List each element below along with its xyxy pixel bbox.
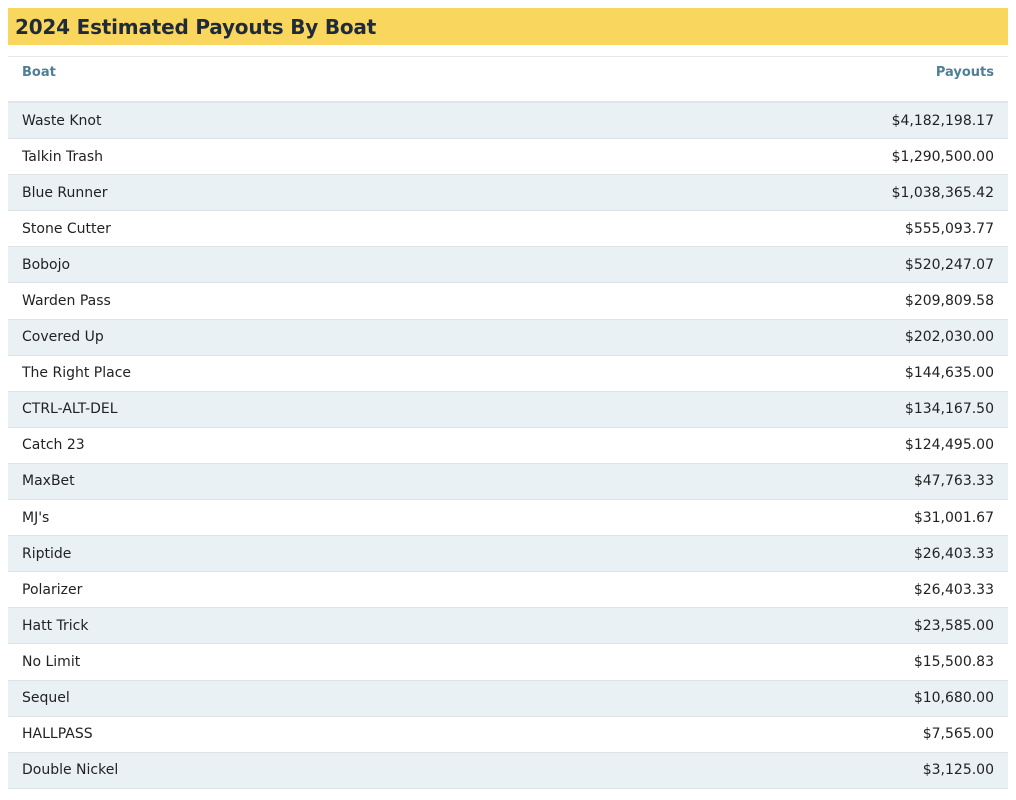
payout-cell: $15,500.83	[913, 653, 994, 670]
payout-cell: $3,125.00	[922, 762, 994, 779]
boat-name-cell: Double Nickel	[22, 762, 119, 779]
table-row: Riptide $26,403.33	[8, 536, 1008, 573]
table-row: Warden Pass $209,809.58	[8, 283, 1008, 320]
payout-cell: $520,247.07	[904, 256, 994, 273]
boat-name-cell: MaxBet	[22, 473, 75, 490]
payout-cell: $10,680.00	[913, 690, 994, 707]
boat-name-cell: Talkin Trash	[22, 148, 104, 165]
payout-cell: $7,565.00	[922, 726, 994, 743]
page-title: 2024 Estimated Payouts By Boat	[15, 14, 377, 39]
table-row: Sequel $10,680.00	[8, 680, 1008, 717]
column-header-boat[interactable]: Boat	[22, 64, 56, 80]
table-row: Double Nickel $3,125.00	[8, 752, 1008, 789]
payout-cell: $4,182,198.17	[891, 112, 994, 129]
table-row: Waste Knot $4,182,198.17	[8, 103, 1008, 140]
boat-name-cell: Blue Runner	[22, 184, 108, 201]
boat-name-cell: Polarizer	[22, 581, 83, 598]
boat-name-cell: No Limit	[22, 653, 81, 670]
table-row: MJ's $31,001.67	[8, 500, 1008, 537]
boat-name-cell: CTRL-ALT-DEL	[22, 401, 118, 418]
table-row: Hatt Trick $23,585.00	[8, 608, 1008, 645]
boat-name-cell: Sequel	[22, 690, 70, 707]
table-row: Catch 23 $124,495.00	[8, 427, 1008, 464]
payout-cell: $209,809.58	[904, 293, 994, 310]
boat-name-cell: Stone Cutter	[22, 220, 111, 237]
table-row: Bobojo $520,247.07	[8, 247, 1008, 284]
table-row: Talkin Trash $1,290,500.00	[8, 139, 1008, 176]
payout-cell: $1,290,500.00	[891, 148, 994, 165]
boat-name-cell: The Right Place	[22, 365, 132, 382]
boat-name-cell: HALLPASS	[22, 726, 93, 743]
payout-cell: $555,093.77	[904, 220, 994, 237]
payout-cell: $23,585.00	[913, 617, 994, 634]
payout-cell: $26,403.33	[913, 581, 994, 598]
payout-cell: $124,495.00	[904, 437, 994, 454]
payout-cell: $144,635.00	[904, 365, 994, 382]
payouts-table: Boat Payouts Waste Knot $4,182,198.17 Talk…	[8, 56, 1008, 789]
boat-name-cell: Bobojo	[22, 256, 71, 273]
boat-name-cell: Waste Knot	[22, 112, 102, 129]
table-row: MaxBet $47,763.33	[8, 463, 1008, 501]
table-row: No Limit $15,500.83	[8, 644, 1008, 681]
payout-cell: $1,038,365.42	[891, 184, 994, 201]
boat-name-cell: Covered Up	[22, 329, 104, 346]
payout-cell: $31,001.67	[913, 509, 994, 526]
title-bar: 2024 Estimated Payouts By Boat	[8, 8, 1008, 45]
table-row: Stone Cutter $555,093.77	[8, 211, 1008, 248]
boat-name-cell: Hatt Trick	[22, 617, 89, 634]
table-row: The Right Place $144,635.00	[8, 355, 1008, 392]
payouts-section: 2024 Estimated Payouts By Boat Boat Payo…	[8, 8, 1008, 789]
boat-name-cell: Riptide	[22, 545, 72, 562]
boat-name-cell: MJ's	[22, 509, 50, 526]
payout-cell: $134,167.50	[904, 401, 994, 418]
payout-cell: $202,030.00	[904, 329, 994, 346]
table-body: Waste Knot $4,182,198.17 Talkin Trash $1,29…	[8, 103, 1008, 789]
table-row: Polarizer $26,403.33	[8, 572, 1008, 609]
table-row: HALLPASS $7,565.00	[8, 716, 1008, 753]
table-row: Blue Runner $1,038,365.42	[8, 175, 1008, 212]
boat-name-cell: Warden Pass	[22, 293, 111, 310]
table-row: CTRL-ALT-DEL $134,167.50	[8, 391, 1008, 428]
payout-cell: $47,763.33	[913, 473, 994, 490]
table-row: Covered Up $202,030.00	[8, 319, 1008, 356]
boat-name-cell: Catch 23	[22, 437, 85, 454]
table-header: Boat Payouts	[8, 57, 1008, 103]
column-header-payouts[interactable]: Payouts	[935, 64, 994, 80]
payout-cell: $26,403.33	[913, 545, 994, 562]
